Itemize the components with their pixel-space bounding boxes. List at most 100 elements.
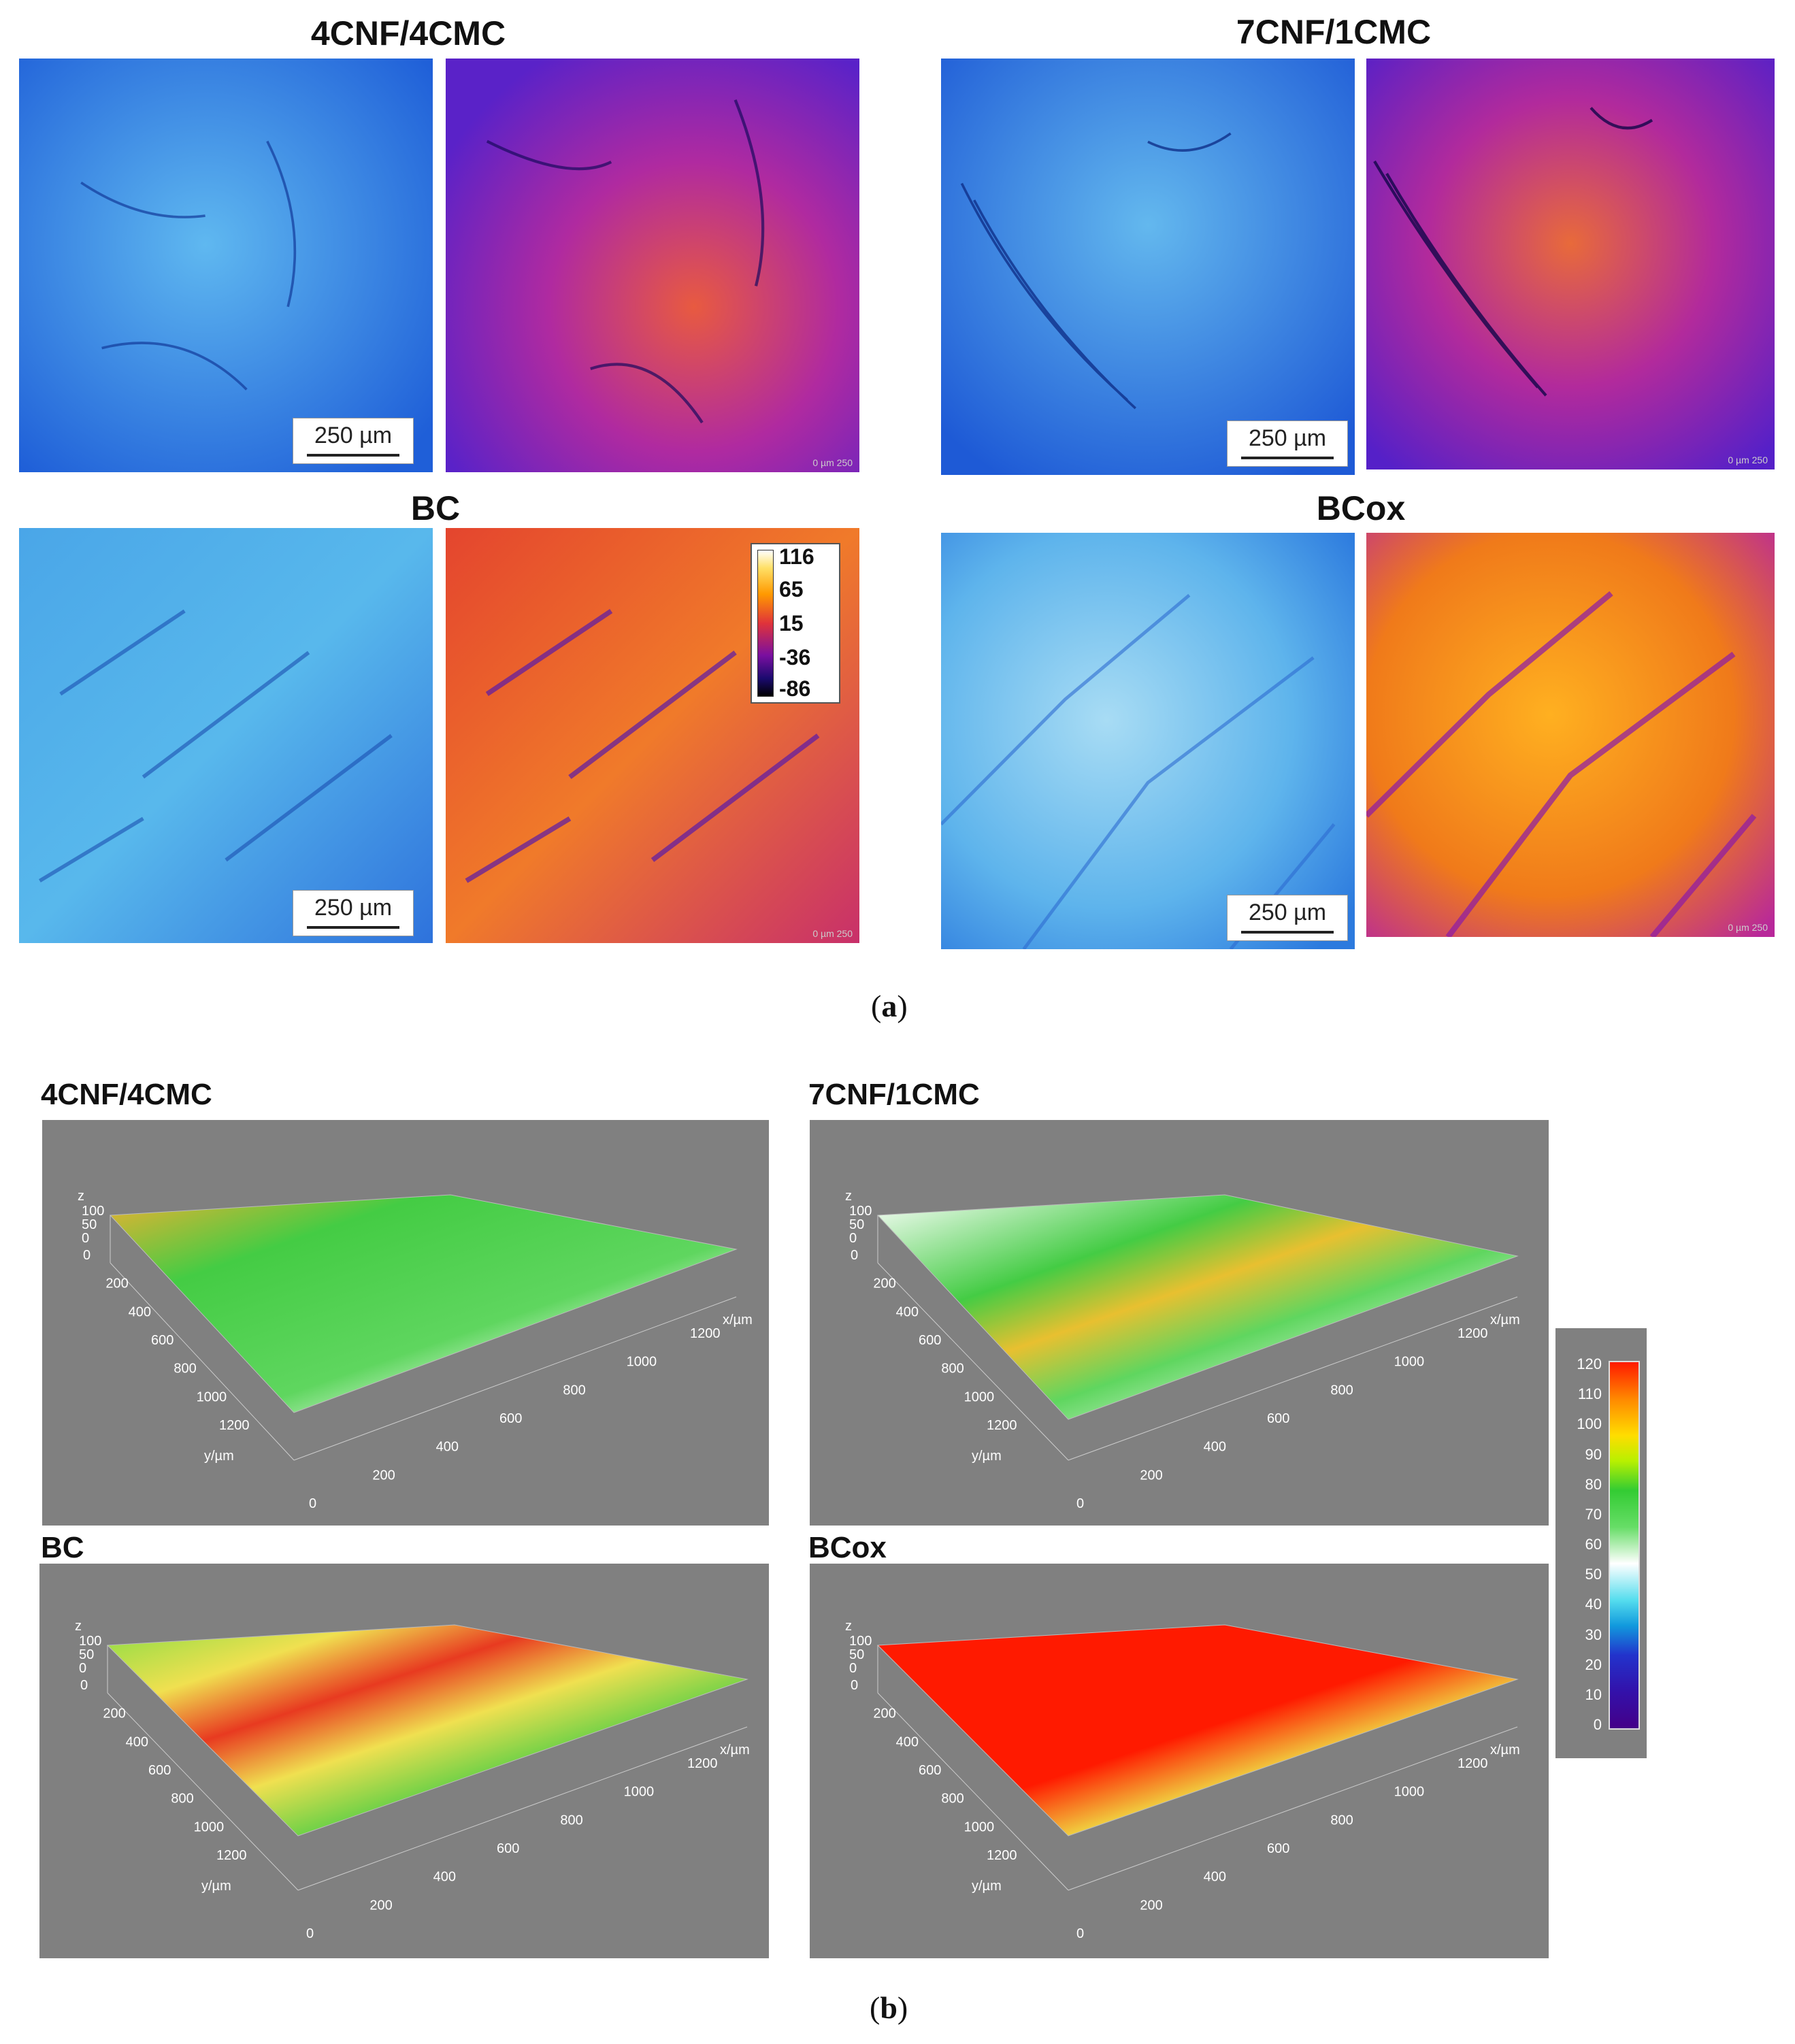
z-tick-label: 100 xyxy=(849,1204,872,1219)
x-tick-label: 1000 xyxy=(1394,1355,1425,1370)
y-tick-label: 200 xyxy=(105,1276,128,1291)
z-tick-label: 50 xyxy=(79,1647,94,1662)
y-tick-label: 200 xyxy=(103,1707,125,1721)
ruler-note: 0 µm 250 xyxy=(1728,922,1768,933)
z-tick-label: 0 xyxy=(82,1231,89,1246)
y-tick-label: 1200 xyxy=(219,1418,250,1433)
y-axis-label: y/µm xyxy=(972,1449,1002,1464)
z-tick-label: 100 xyxy=(79,1634,101,1649)
y-tick-label: 1200 xyxy=(987,1848,1017,1863)
colorbar-tick: 80 xyxy=(1585,1475,1602,1493)
surface-plot-bcox: z 100 50 0 0 200 400 600 800 1000 1200 y/µm 0 200 400 6… xyxy=(810,1564,1549,1958)
y-tick-label: 600 xyxy=(148,1763,171,1778)
y-tick-label: 800 xyxy=(941,1362,964,1377)
y-tick-label: 400 xyxy=(129,1304,151,1319)
group-title-bc: BC xyxy=(410,489,461,527)
panel-a-caption: (a) xyxy=(871,989,908,1023)
x-tick-label: 400 xyxy=(436,1440,459,1455)
surface-plot-4cnf-4cmc: z 100 50 0 0 200 400 600 800 1000 1200 y/µm 0 200 400 6… xyxy=(42,1120,769,1526)
x-tick-label: 600 xyxy=(497,1841,519,1856)
x-axis-label: x/µm xyxy=(723,1313,753,1328)
z-axis-label: z xyxy=(845,1189,852,1204)
group-title-bcox: BCox xyxy=(1316,489,1406,527)
micrograph-7cnf-1cmc-height: 0 µm 250 xyxy=(1366,59,1775,469)
colorbar-tick: 50 xyxy=(1585,1566,1602,1583)
ruler-note: 0 µm 250 xyxy=(812,928,853,939)
x-tick-label: 800 xyxy=(563,1383,585,1398)
z-tick-label: 50 xyxy=(849,1647,864,1662)
y-tick-label: 600 xyxy=(919,1763,941,1778)
micrograph-bcox-height: 0 µm 250 xyxy=(1366,533,1775,937)
y-tick-label: 800 xyxy=(171,1792,193,1807)
x-tick-label: 200 xyxy=(1140,1898,1162,1913)
z-tick-label: 50 xyxy=(82,1217,97,1232)
plot-title-7cnf-1cmc: 7CNF/1CMC xyxy=(808,1078,980,1111)
x-tick-label: 400 xyxy=(1204,1440,1226,1455)
x-tick-label: 1200 xyxy=(687,1756,718,1771)
z-axis-label: z xyxy=(845,1619,852,1634)
y-tick-label: 1000 xyxy=(964,1389,995,1404)
x-tick-label: 800 xyxy=(560,1813,582,1828)
x-axis-label: x/µm xyxy=(1490,1743,1520,1758)
y-axis-label: y/µm xyxy=(204,1449,234,1464)
x-axis-label: x/µm xyxy=(1490,1313,1520,1328)
y-tick-label: 800 xyxy=(941,1792,964,1807)
x-tick-label: 800 xyxy=(1330,1383,1353,1398)
y-tick-label: 200 xyxy=(873,1276,895,1291)
y-tick-label: 1200 xyxy=(216,1848,247,1863)
y-axis-label: y/µm xyxy=(201,1879,231,1894)
z-tick-label: 0 xyxy=(849,1231,857,1246)
axis-labels: z100500020040060080010001200y/µm02004006… xyxy=(845,1619,1520,1941)
x-tick-label: 0 xyxy=(1076,1496,1084,1511)
colorbar-tick: 70 xyxy=(1585,1505,1602,1523)
y-tick-label: 200 xyxy=(873,1707,895,1721)
panel-b-caption: (b) xyxy=(870,1990,908,2025)
colorbar-tick: 20 xyxy=(1585,1655,1602,1673)
scale-bar: 250 µm xyxy=(1227,895,1348,941)
x-tick-label: 1000 xyxy=(1394,1785,1425,1800)
y-axis-label: y/µm xyxy=(972,1879,1002,1894)
colorbar-tick: 100 xyxy=(1577,1415,1602,1433)
x-tick-label: 400 xyxy=(1204,1870,1226,1885)
colorbar-tick: 30 xyxy=(1585,1626,1602,1643)
x-tick-label: 200 xyxy=(1140,1468,1162,1483)
y-tick-label: 0 xyxy=(83,1248,90,1263)
z-tick-label: 0 xyxy=(79,1661,86,1676)
surface-colorbar: 120 110 100 90 80 70 60 50 40 30 20 10 0 xyxy=(1555,1328,1647,1758)
z-tick-label: 50 xyxy=(849,1217,864,1232)
ruler-note: 0 µm 250 xyxy=(812,457,853,468)
ruler-note: 0 µm 250 xyxy=(1728,455,1768,465)
colorbar-tick: 40 xyxy=(1585,1596,1602,1613)
surface-plot-7cnf-1cmc: z 100 50 0 0 200 400 600 800 1000 1200 y/µm 0 200 400 6… xyxy=(810,1120,1549,1526)
colorbar-tick: -86 xyxy=(779,676,811,701)
colorbar-tick: -36 xyxy=(779,645,811,670)
x-tick-label: 0 xyxy=(306,1926,314,1941)
x-tick-label: 400 xyxy=(433,1870,456,1885)
colorbar-gradient xyxy=(757,550,774,697)
x-tick-label: 200 xyxy=(372,1468,395,1483)
x-tick-label: 600 xyxy=(499,1411,522,1426)
axis-labels: z100500020040060080010001200y/µm02004006… xyxy=(78,1189,753,1511)
y-tick-label: 800 xyxy=(174,1362,196,1377)
y-tick-label: 1000 xyxy=(197,1389,227,1404)
x-tick-label: 1000 xyxy=(624,1785,655,1800)
colorbar-gradient xyxy=(1609,1361,1640,1730)
plot-title-bc: BC xyxy=(41,1531,84,1564)
y-tick-label: 1000 xyxy=(964,1819,995,1834)
colorbar-tick: 15 xyxy=(779,611,804,636)
x-tick-label: 1200 xyxy=(1458,1326,1488,1341)
micrograph-bc-height: 0 µm 250 116 65 15 -36 -86 xyxy=(446,528,859,943)
x-tick-label: 600 xyxy=(1267,1841,1289,1856)
colorbar-tick: 10 xyxy=(1585,1685,1602,1703)
x-tick-label: 0 xyxy=(1076,1926,1084,1941)
micrograph-bc-intensity: 250 µm xyxy=(19,528,433,943)
z-axis-label: z xyxy=(78,1189,84,1204)
y-tick-label: 0 xyxy=(851,1248,858,1263)
y-tick-label: 400 xyxy=(896,1304,919,1319)
plot-title-bcox: BCox xyxy=(808,1531,887,1564)
z-axis-label: z xyxy=(75,1619,82,1634)
y-tick-label: 1200 xyxy=(987,1418,1017,1433)
x-tick-label: 600 xyxy=(1267,1411,1289,1426)
y-tick-label: 600 xyxy=(151,1333,174,1348)
axis-labels: z100500020040060080010001200y/µm02004006… xyxy=(75,1619,750,1941)
